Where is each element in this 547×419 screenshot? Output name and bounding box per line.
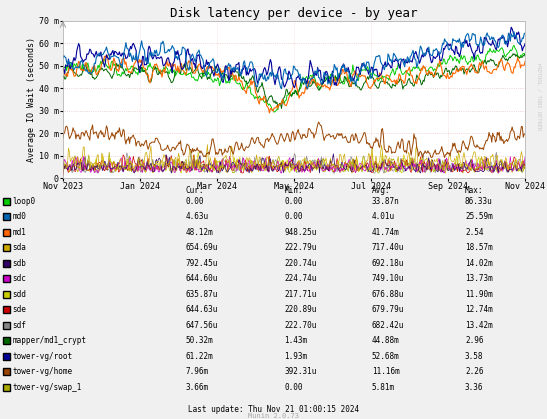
Text: Cur:: Cur:: [186, 186, 205, 195]
Text: 0.00: 0.00: [284, 197, 303, 206]
Text: 749.10u: 749.10u: [372, 274, 404, 283]
Text: rRDTOOL / TOBI OETKER: rRDTOOL / TOBI OETKER: [536, 62, 542, 130]
Text: 792.45u: 792.45u: [186, 259, 218, 268]
Text: 222.70u: 222.70u: [284, 321, 317, 330]
Text: 647.56u: 647.56u: [186, 321, 218, 330]
Text: 217.71u: 217.71u: [284, 290, 317, 299]
Text: 676.88u: 676.88u: [372, 290, 404, 299]
Text: 2.54: 2.54: [465, 228, 484, 237]
Text: tower-vg/home: tower-vg/home: [13, 367, 73, 376]
Text: mapper/md1_crypt: mapper/md1_crypt: [13, 336, 86, 345]
Text: 222.79u: 222.79u: [284, 243, 317, 252]
Text: 44.88m: 44.88m: [372, 336, 400, 345]
Text: md0: md0: [13, 212, 26, 221]
Text: 13.42m: 13.42m: [465, 321, 493, 330]
Text: 644.63u: 644.63u: [186, 305, 218, 314]
Text: 0.00: 0.00: [284, 212, 303, 221]
Text: 12.74m: 12.74m: [465, 305, 493, 314]
Text: 2.96: 2.96: [465, 336, 484, 345]
Text: 0.00: 0.00: [186, 197, 205, 206]
Text: 2.26: 2.26: [465, 367, 484, 376]
Text: 1.43m: 1.43m: [284, 336, 307, 345]
Text: tower-vg/swap_1: tower-vg/swap_1: [13, 383, 82, 392]
Text: Last update: Thu Nov 21 01:00:15 2024: Last update: Thu Nov 21 01:00:15 2024: [188, 405, 359, 414]
Text: 654.69u: 654.69u: [186, 243, 218, 252]
Text: sde: sde: [13, 305, 26, 314]
Text: 7.96m: 7.96m: [186, 367, 209, 376]
Text: 5.81m: 5.81m: [372, 383, 395, 392]
Text: 14.02m: 14.02m: [465, 259, 493, 268]
Text: 682.42u: 682.42u: [372, 321, 404, 330]
Text: 4.01u: 4.01u: [372, 212, 395, 221]
Text: 220.74u: 220.74u: [284, 259, 317, 268]
Text: Min:: Min:: [284, 186, 303, 195]
Text: 33.87n: 33.87n: [372, 197, 400, 206]
Text: sda: sda: [13, 243, 26, 252]
Title: Disk latency per device - by year: Disk latency per device - by year: [170, 7, 418, 20]
Text: 679.79u: 679.79u: [372, 305, 404, 314]
Text: 635.87u: 635.87u: [186, 290, 218, 299]
Text: 644.60u: 644.60u: [186, 274, 218, 283]
Text: Max:: Max:: [465, 186, 484, 195]
Text: Avg:: Avg:: [372, 186, 391, 195]
Text: md1: md1: [13, 228, 26, 237]
Text: 3.36: 3.36: [465, 383, 484, 392]
Text: 1.93m: 1.93m: [284, 352, 307, 361]
Text: 392.31u: 392.31u: [284, 367, 317, 376]
Text: 11.16m: 11.16m: [372, 367, 400, 376]
Text: Munin 2.0.73: Munin 2.0.73: [248, 413, 299, 419]
Text: loop0: loop0: [13, 197, 36, 206]
Text: sdc: sdc: [13, 274, 26, 283]
Text: 948.25u: 948.25u: [284, 228, 317, 237]
Text: 25.59m: 25.59m: [465, 212, 493, 221]
Text: 48.12m: 48.12m: [186, 228, 214, 237]
Text: sdd: sdd: [13, 290, 26, 299]
Text: 11.90m: 11.90m: [465, 290, 493, 299]
Y-axis label: Average IO Wait (seconds): Average IO Wait (seconds): [27, 37, 36, 162]
Text: 0.00: 0.00: [284, 383, 303, 392]
Text: sdf: sdf: [13, 321, 26, 330]
Text: 220.89u: 220.89u: [284, 305, 317, 314]
Text: 717.40u: 717.40u: [372, 243, 404, 252]
Text: 13.73m: 13.73m: [465, 274, 493, 283]
Text: 52.68m: 52.68m: [372, 352, 400, 361]
Text: 61.22m: 61.22m: [186, 352, 214, 361]
Text: 18.57m: 18.57m: [465, 243, 493, 252]
Text: 3.58: 3.58: [465, 352, 484, 361]
Text: 4.63u: 4.63u: [186, 212, 209, 221]
Text: 224.74u: 224.74u: [284, 274, 317, 283]
Text: 3.66m: 3.66m: [186, 383, 209, 392]
Text: 41.74m: 41.74m: [372, 228, 400, 237]
Text: tower-vg/root: tower-vg/root: [13, 352, 73, 361]
Text: 692.18u: 692.18u: [372, 259, 404, 268]
Text: 86.33u: 86.33u: [465, 197, 493, 206]
Text: sdb: sdb: [13, 259, 26, 268]
Text: 50.32m: 50.32m: [186, 336, 214, 345]
